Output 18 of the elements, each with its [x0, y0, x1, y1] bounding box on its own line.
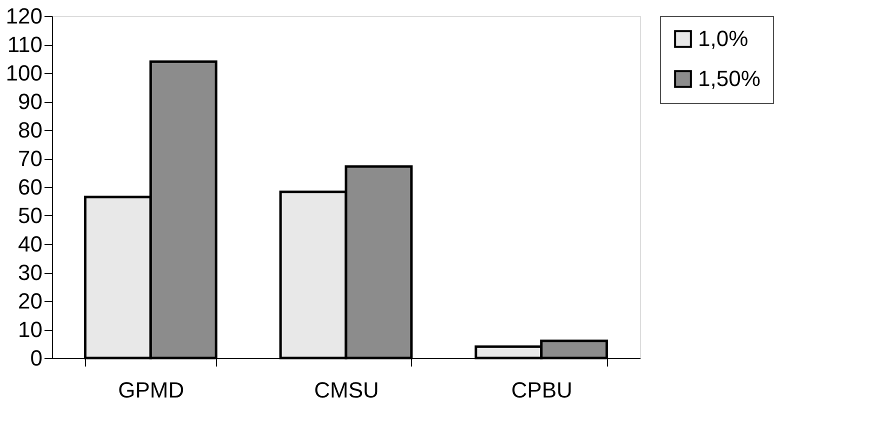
legend-label: 1,50%	[698, 66, 760, 91]
y-tick-label: 90	[18, 89, 42, 114]
y-tick-label: 40	[18, 232, 42, 256]
legend-label: 1,0%	[698, 26, 748, 51]
y-tick-label: 100	[6, 60, 42, 86]
y-tick-label: 70	[18, 146, 42, 171]
y-tick-label: 0	[30, 346, 42, 370]
y-tick-label: 110	[7, 32, 42, 57]
y-tick-label: 20	[18, 288, 42, 314]
y-tick-label: 80	[18, 118, 42, 142]
y-tick-label: 10	[18, 317, 42, 342]
y-tick-label: 30	[18, 260, 42, 285]
x-tick-label: CPBU	[511, 378, 572, 402]
y-tick-label: 50	[18, 203, 42, 228]
y-tick-label: 60	[18, 174, 42, 200]
x-tick-label: GPMD	[118, 378, 184, 402]
y-tick-label: 120	[6, 4, 42, 28]
x-tick-label: CMSU	[314, 378, 379, 402]
